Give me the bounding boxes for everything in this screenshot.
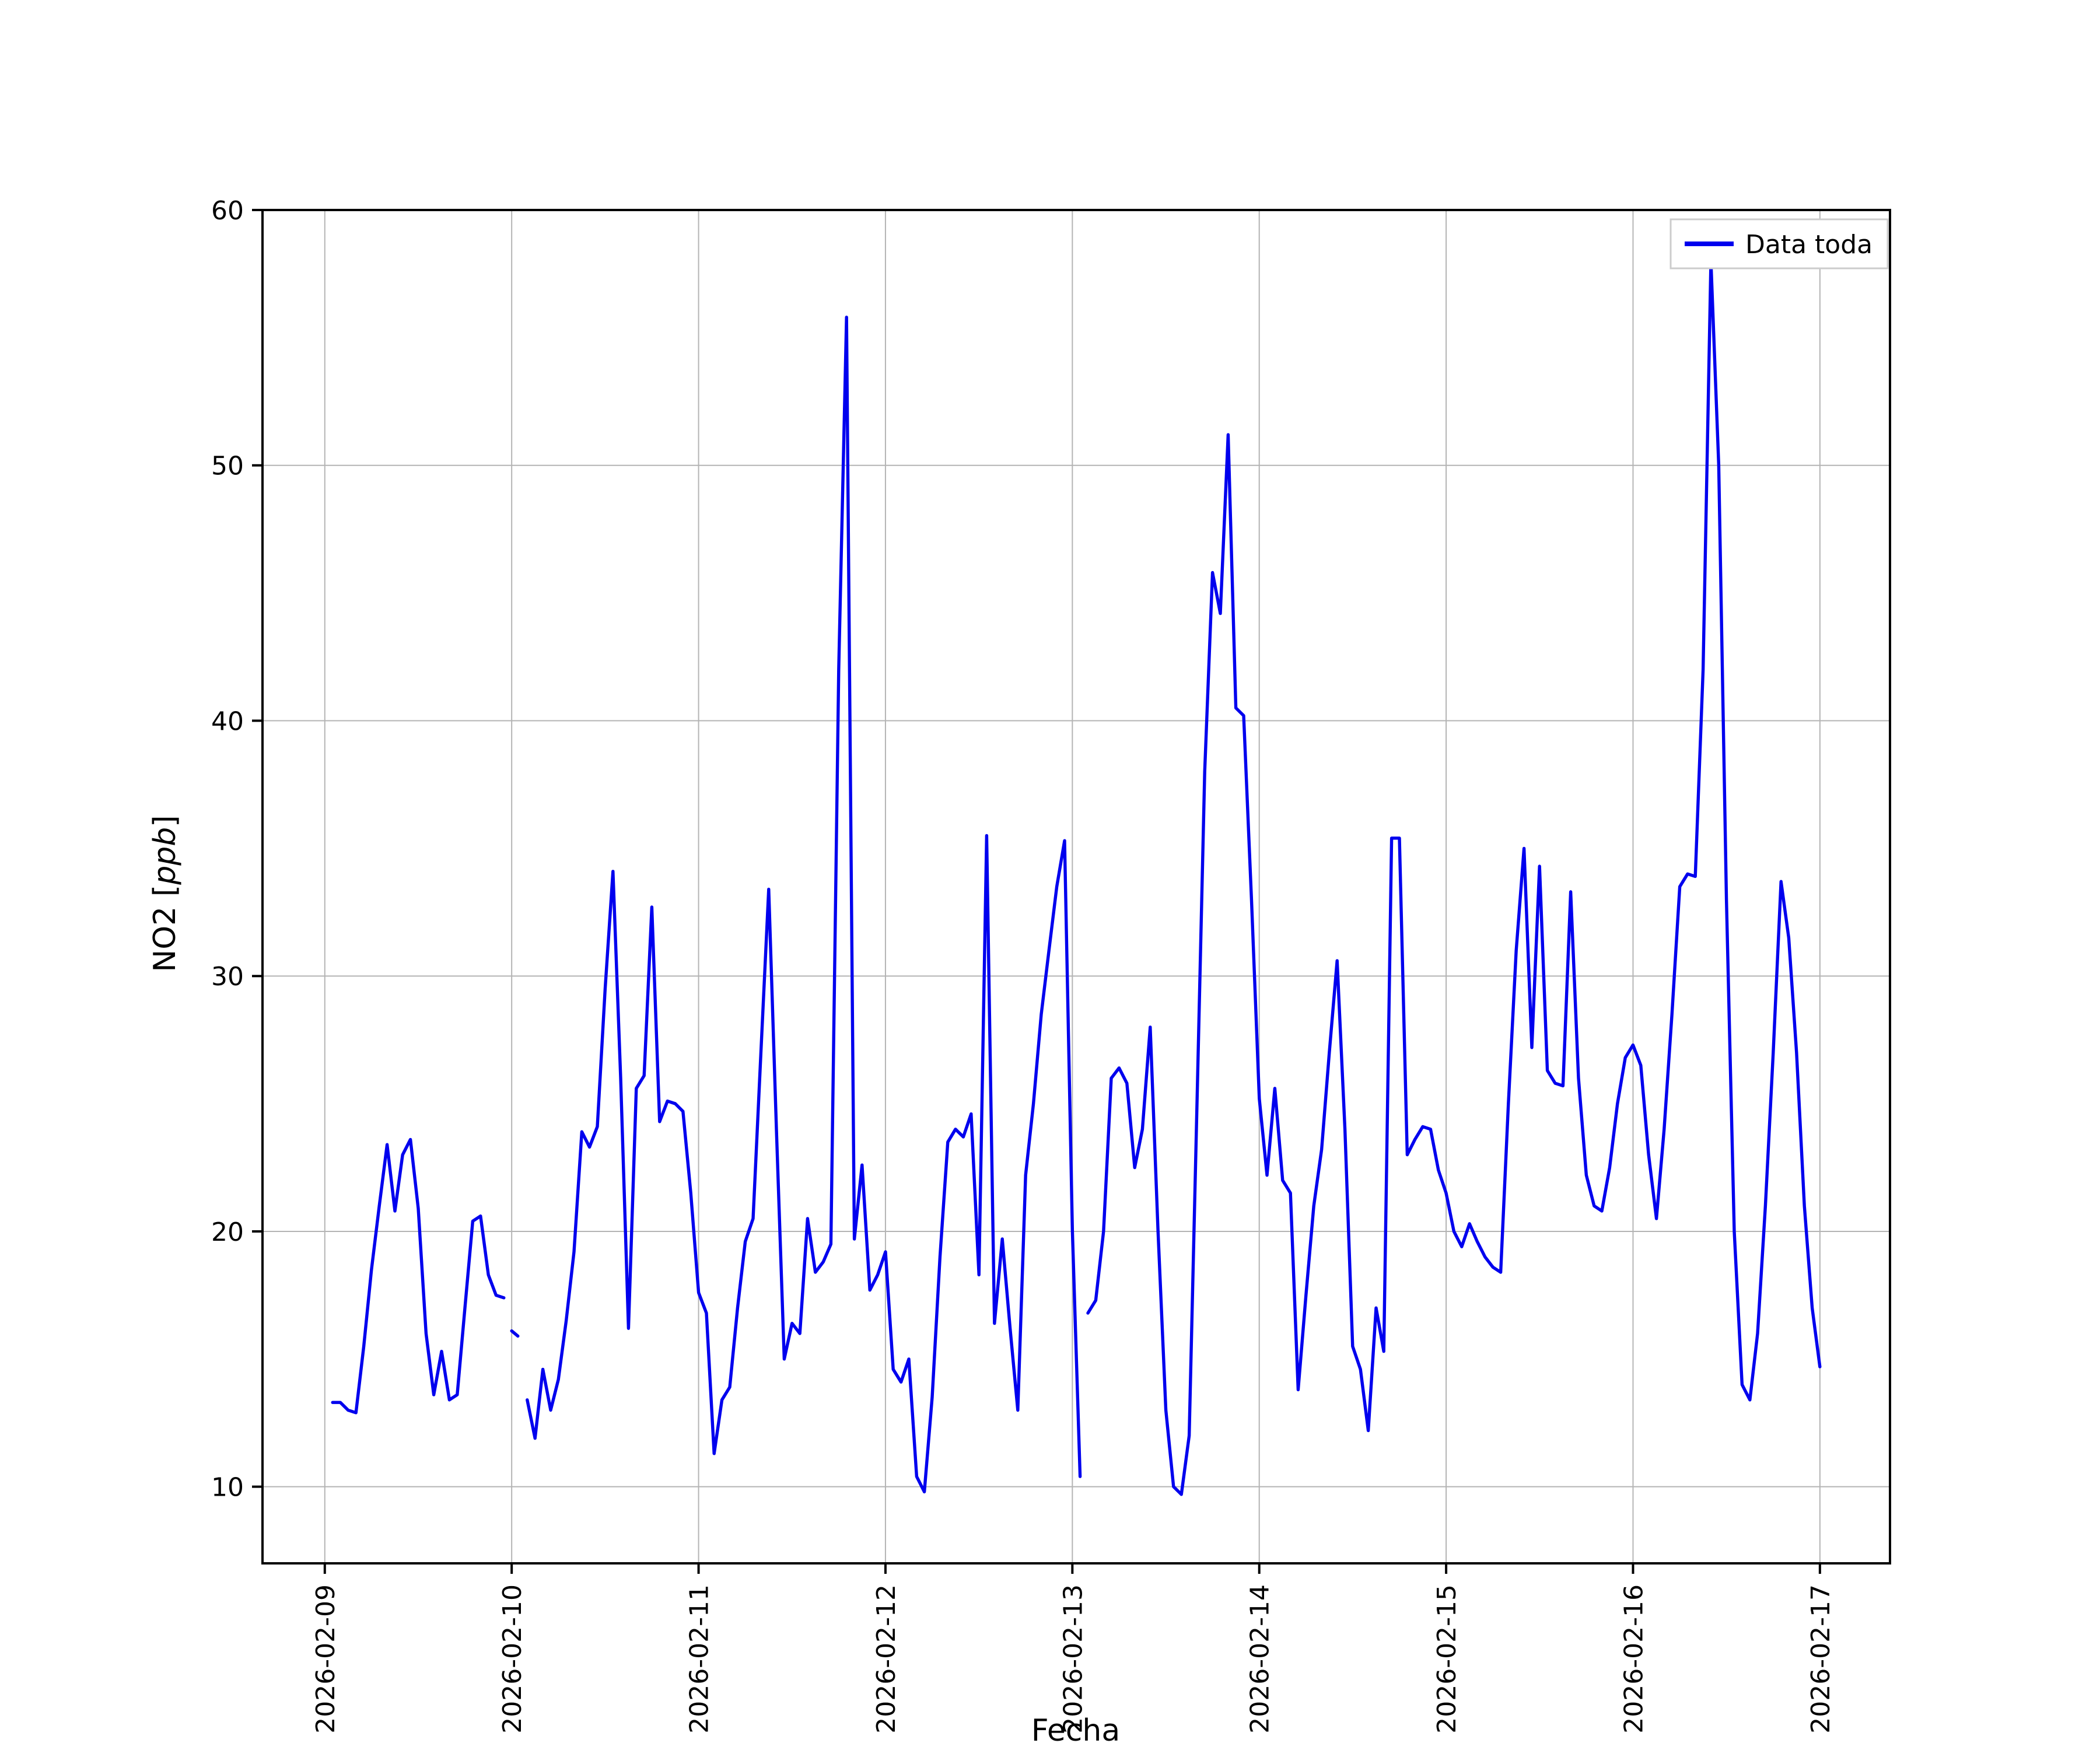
x-tick-label: 2026-02-13 [1058, 1584, 1088, 1734]
no2-line [331, 1138, 506, 1415]
legend: Data toda [1670, 218, 1889, 270]
x-tick-label: 2026-02-10 [498, 1584, 527, 1734]
y-tick-label: 40 [211, 706, 244, 736]
x-tick-label: 2026-02-17 [1806, 1584, 1836, 1734]
x-tick-label: 2026-02-11 [685, 1584, 715, 1734]
no2-line [526, 316, 1082, 1494]
axis-ticks: 10 20 30 40 50 60 2026-02-09 2026-02-10 2026-02-… [211, 196, 1836, 1734]
x-tick-label: 2026-02-09 [311, 1584, 341, 1734]
x-tick-label: 2026-02-12 [872, 1584, 901, 1734]
y-tick-label: 30 [211, 962, 244, 992]
x-tick-label: 2026-02-15 [1432, 1584, 1462, 1734]
y-tick-label: 20 [211, 1217, 244, 1247]
y-tick-label: 10 [211, 1473, 244, 1503]
x-tick-label: 2026-02-16 [1619, 1584, 1648, 1734]
axes-border [261, 209, 1891, 1564]
y-axis-label: NO2 [ppb] [148, 815, 183, 972]
y-tick-label: 50 [211, 452, 244, 481]
no2-line [510, 1329, 520, 1338]
x-tick-label: 2026-02-14 [1245, 1584, 1275, 1734]
y-tick-label: 60 [211, 196, 244, 226]
no2-line [1086, 259, 1822, 1496]
legend-label: Data toda [1745, 230, 1873, 260]
data-series-line [331, 259, 1822, 1496]
x-axis-label: Fecha [1031, 1713, 1120, 1748]
